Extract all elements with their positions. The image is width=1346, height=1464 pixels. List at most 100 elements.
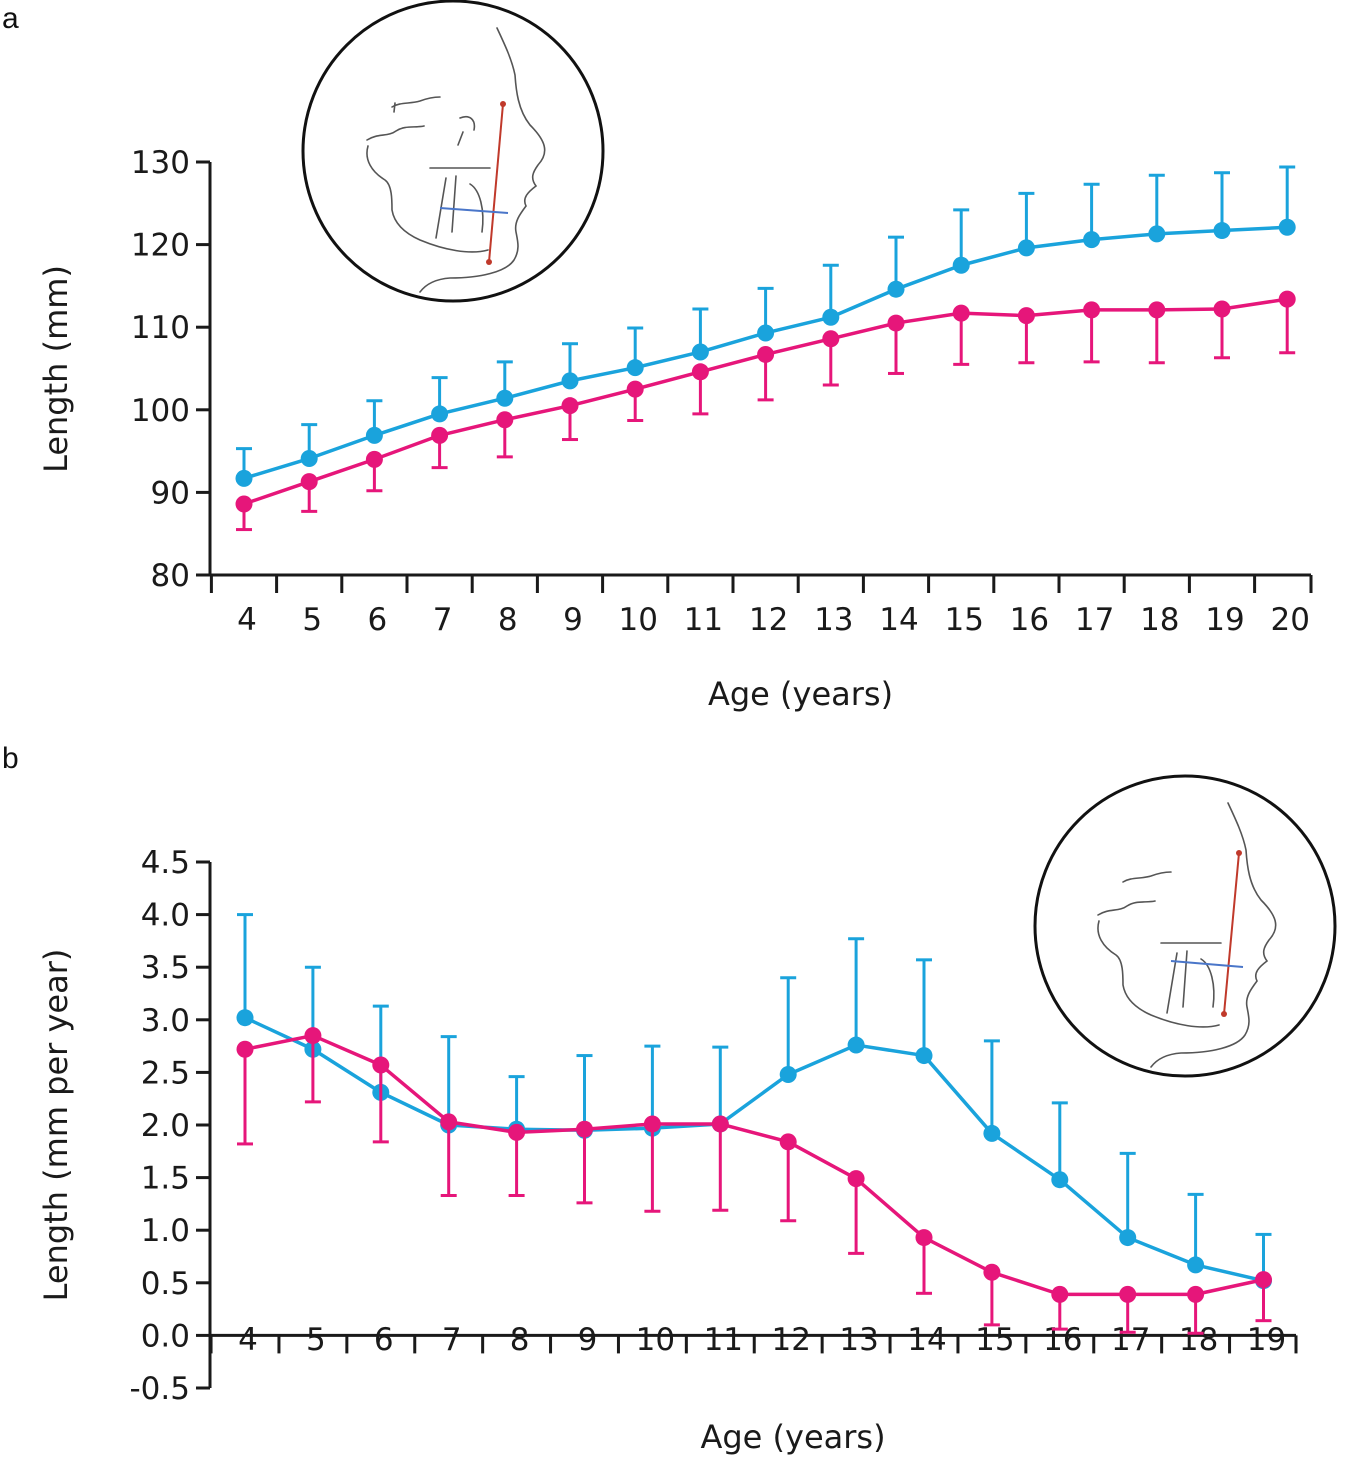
data-point (1148, 225, 1166, 243)
data-point (1213, 300, 1231, 318)
y-tick-label: 4.0 (141, 898, 190, 934)
data-point (847, 1170, 865, 1188)
y-tick-label: 3.5 (141, 950, 190, 986)
x-tick-label: 16 (1010, 602, 1049, 638)
x-tick-label: 9 (578, 1322, 598, 1358)
x-tick-label: 5 (302, 602, 322, 638)
data-point (431, 426, 449, 444)
x-tick-label: 14 (907, 1322, 946, 1358)
data-point (1017, 239, 1035, 257)
x-tick-label: 7 (433, 602, 453, 638)
data-point (235, 469, 253, 487)
series-line (244, 1016, 1264, 1283)
data-point (952, 256, 970, 274)
y-tick-label: 0.0 (141, 1318, 190, 1354)
data-point (576, 1120, 593, 1138)
data-point (431, 405, 449, 423)
x-tick-label: 6 (374, 1322, 394, 1358)
y-tick-label: -0.5 (130, 1371, 191, 1407)
x-tick-label: 17 (1111, 1322, 1150, 1358)
chart-a: 80 90 100 110 120 130 4 5 6 7 8 9 10 11 12 13 14 15 16 17 18… (37, 145, 1313, 713)
chart-b: -0.5 0.0 0.5 1.0 1.5 2.0 2.5 3.0 3.5 4.0 4.5 4 5 6 7 8 9… (37, 845, 1298, 1456)
series-2 (236, 1027, 1272, 1335)
y-tick-label: 2.0 (141, 1108, 190, 1144)
x-tick-label: 18 (1179, 1322, 1218, 1358)
y-tick-label: 4.5 (141, 845, 190, 881)
x-tick-label: 13 (814, 602, 853, 638)
data-point (496, 411, 514, 429)
data-point (887, 280, 905, 298)
data-point (626, 359, 644, 377)
series-2 (235, 290, 1296, 532)
data-point (561, 397, 579, 415)
x-tick-label: 7 (442, 1322, 462, 1358)
x-tick-label: 9 (563, 602, 583, 638)
y-tick-label: 110 (131, 310, 190, 346)
panel-label-a: a (2, 2, 19, 35)
data-point (643, 1115, 661, 1133)
x-tick-label: 18 (1140, 602, 1179, 638)
series-1 (235, 165, 1296, 487)
data-point (847, 1036, 865, 1054)
data-point (1051, 1285, 1069, 1303)
y-axis-title: Length (mm per year) (37, 949, 75, 1302)
data-point (983, 1124, 1001, 1142)
data-point (691, 363, 709, 381)
y-tick-label: 3.0 (141, 1003, 190, 1039)
data-point (372, 1056, 390, 1074)
x-tick-label: 11 (684, 602, 723, 638)
data-point (779, 1066, 797, 1084)
y-tick-label: 0.5 (141, 1266, 190, 1302)
data-point (1187, 1256, 1205, 1274)
data-point (757, 324, 775, 342)
x-axis-title: Age (years) (708, 675, 893, 713)
data-point (1083, 231, 1101, 249)
data-point (822, 308, 840, 326)
data-point (626, 380, 644, 398)
data-point (508, 1123, 526, 1141)
x-tick-label: 19 (1247, 1322, 1286, 1358)
data-point (236, 1009, 254, 1027)
data-point (561, 372, 579, 390)
data-point (1278, 290, 1296, 308)
y-tick-label: 80 (151, 558, 190, 594)
x-tick-label: 16 (1043, 1322, 1082, 1358)
data-point (300, 450, 318, 468)
data-point (1213, 222, 1231, 240)
x-tick-label: 12 (771, 1322, 810, 1358)
x-tick-label: 11 (704, 1322, 743, 1358)
y-tick-label: 1.5 (141, 1161, 190, 1197)
data-point (496, 389, 514, 407)
x-tick-label: 19 (1205, 602, 1244, 638)
y-tick-label: 100 (131, 393, 190, 429)
x-tick-label: 17 (1075, 602, 1114, 638)
data-point (822, 330, 840, 348)
data-point (365, 450, 383, 468)
y-tick-label: 1.0 (141, 1213, 190, 1249)
data-point (779, 1133, 797, 1151)
data-point (440, 1113, 458, 1131)
data-point (365, 426, 383, 444)
y-tick-label: 2.5 (141, 1055, 190, 1091)
data-point (952, 304, 970, 322)
panel-label-b: b (2, 742, 19, 775)
cephalometric-inset-a (301, 0, 605, 303)
y-tick-label: 120 (131, 228, 190, 264)
data-point (1083, 301, 1101, 319)
data-point (1255, 1271, 1272, 1289)
x-tick-label: 8 (498, 602, 518, 638)
x-tick-label: 12 (749, 602, 788, 638)
data-point (983, 1263, 1001, 1281)
x-tick-label: 13 (839, 1322, 878, 1358)
data-point (235, 495, 253, 513)
data-point (757, 345, 775, 363)
y-axis-title: Length (mm) (37, 265, 75, 473)
data-point (304, 1027, 322, 1045)
x-tick-label: 15 (975, 1322, 1014, 1358)
x-tick-label: 14 (879, 602, 918, 638)
x-tick-label: 4 (237, 602, 257, 638)
data-point (915, 1229, 933, 1247)
x-tick-label: 4 (238, 1322, 258, 1358)
data-point (1187, 1285, 1205, 1303)
